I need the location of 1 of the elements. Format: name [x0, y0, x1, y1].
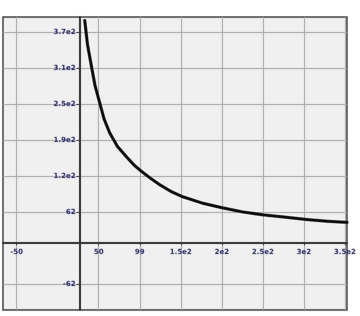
line-series	[83, 18, 348, 224]
